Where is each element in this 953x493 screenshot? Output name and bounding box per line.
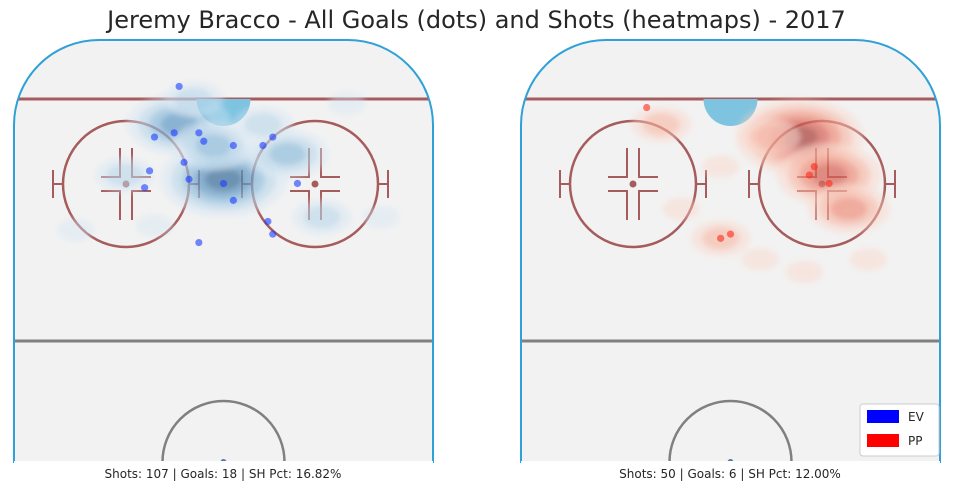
goal-dot-right-2 — [810, 163, 818, 171]
goal-dot-right-0 — [643, 103, 651, 112]
rink-markings-left — [14, 81, 433, 462]
faceoff-dot-right-near — [629, 180, 637, 188]
goal-dot-left-2 — [170, 129, 178, 137]
faceoff-dot-left-far — [311, 180, 319, 188]
caption-right: Shots: 50 | Goals: 6 | SH Pct: 12.00% — [619, 467, 841, 481]
goal-dot-left-9 — [185, 175, 193, 183]
goal-dots-left — [141, 82, 302, 247]
goal-dot-right-1 — [805, 171, 813, 179]
hash-marks-right-near — [559, 148, 707, 220]
heat-blob-right-5-1 — [662, 197, 700, 221]
goal-dot-left-3 — [195, 129, 203, 137]
heat-blob-left-10-1 — [327, 92, 366, 115]
goal-dot-left-17 — [195, 238, 203, 247]
heat-blob-left-7-1 — [135, 214, 174, 237]
heat-blob-left-11-2 — [175, 87, 213, 111]
heat-blob-right-10-1 — [701, 155, 740, 178]
heat-blob-left-9-1 — [56, 218, 95, 242]
legend-swatch-ev — [867, 410, 899, 423]
chart-title: Jeremy Bracco - All Goals (dots) and Sho… — [107, 6, 846, 34]
heat-blob-left-1-5 — [204, 168, 243, 191]
rink-markings-right — [521, 97, 940, 462]
center-dot-right — [727, 459, 734, 462]
boards-right — [520, 39, 941, 463]
goal-dot-left-12 — [269, 133, 277, 141]
heat-blob-right-2-3 — [830, 197, 868, 221]
heat-blob-right-8-1 — [849, 248, 888, 271]
boards-left — [13, 39, 434, 463]
goal-dot-left-5 — [200, 137, 208, 145]
legend-label-ev: EV — [908, 410, 925, 424]
goal-dots-right — [643, 103, 833, 242]
legend-swatch-pp — [867, 434, 899, 447]
goal-dot-right-4 — [726, 230, 735, 238]
goal-dot-left-16 — [141, 184, 149, 192]
rink-panel-left — [13, 39, 434, 463]
heat-blob-left-6-2 — [106, 163, 144, 187]
heat-blob-right-7-1 — [741, 248, 779, 271]
goal-dot-right-5 — [825, 179, 833, 188]
goal-dot-right-3 — [717, 234, 725, 242]
goal-dot-left-8 — [145, 167, 154, 175]
heat-blob-right-3-2 — [751, 125, 789, 149]
goal-dot-left-10 — [229, 196, 237, 204]
shot-heatmap-right — [631, 98, 891, 284]
goal-dot-left-4 — [229, 141, 237, 150]
goal-dot-left-13 — [293, 179, 302, 188]
heat-blob-left-4-2 — [244, 113, 282, 136]
center-circle-left — [161, 399, 286, 462]
heat-blob-left-3-3 — [194, 134, 233, 157]
heat-blob-right-1-4 — [810, 163, 848, 187]
rink-panel-right — [520, 39, 941, 463]
center-circle-right — [668, 399, 793, 462]
center-dot-left — [220, 459, 227, 462]
legend-label-pp: PP — [908, 434, 922, 448]
rink-surface-left — [14, 40, 433, 462]
goal-dot-left-7 — [180, 158, 188, 166]
goal-dot-left-0 — [175, 82, 183, 91]
legend: EV PP — [859, 403, 940, 457]
heat-blob-left-5-2 — [303, 205, 341, 229]
goal-dot-left-11 — [219, 179, 228, 188]
caption-left: Shots: 107 | Goals: 18 | SH Pct: 16.82% — [105, 467, 342, 481]
heat-blob-left-2-3 — [268, 142, 307, 166]
goal-dot-left-1 — [150, 133, 159, 141]
goal-dot-left-6 — [259, 141, 267, 150]
heat-blob-left-8-1 — [362, 205, 400, 229]
heat-blob-right-4-2 — [642, 113, 681, 136]
goal-dot-left-15 — [269, 230, 277, 238]
goal-dot-left-14 — [264, 217, 272, 226]
heat-blob-right-9-1 — [785, 260, 824, 284]
